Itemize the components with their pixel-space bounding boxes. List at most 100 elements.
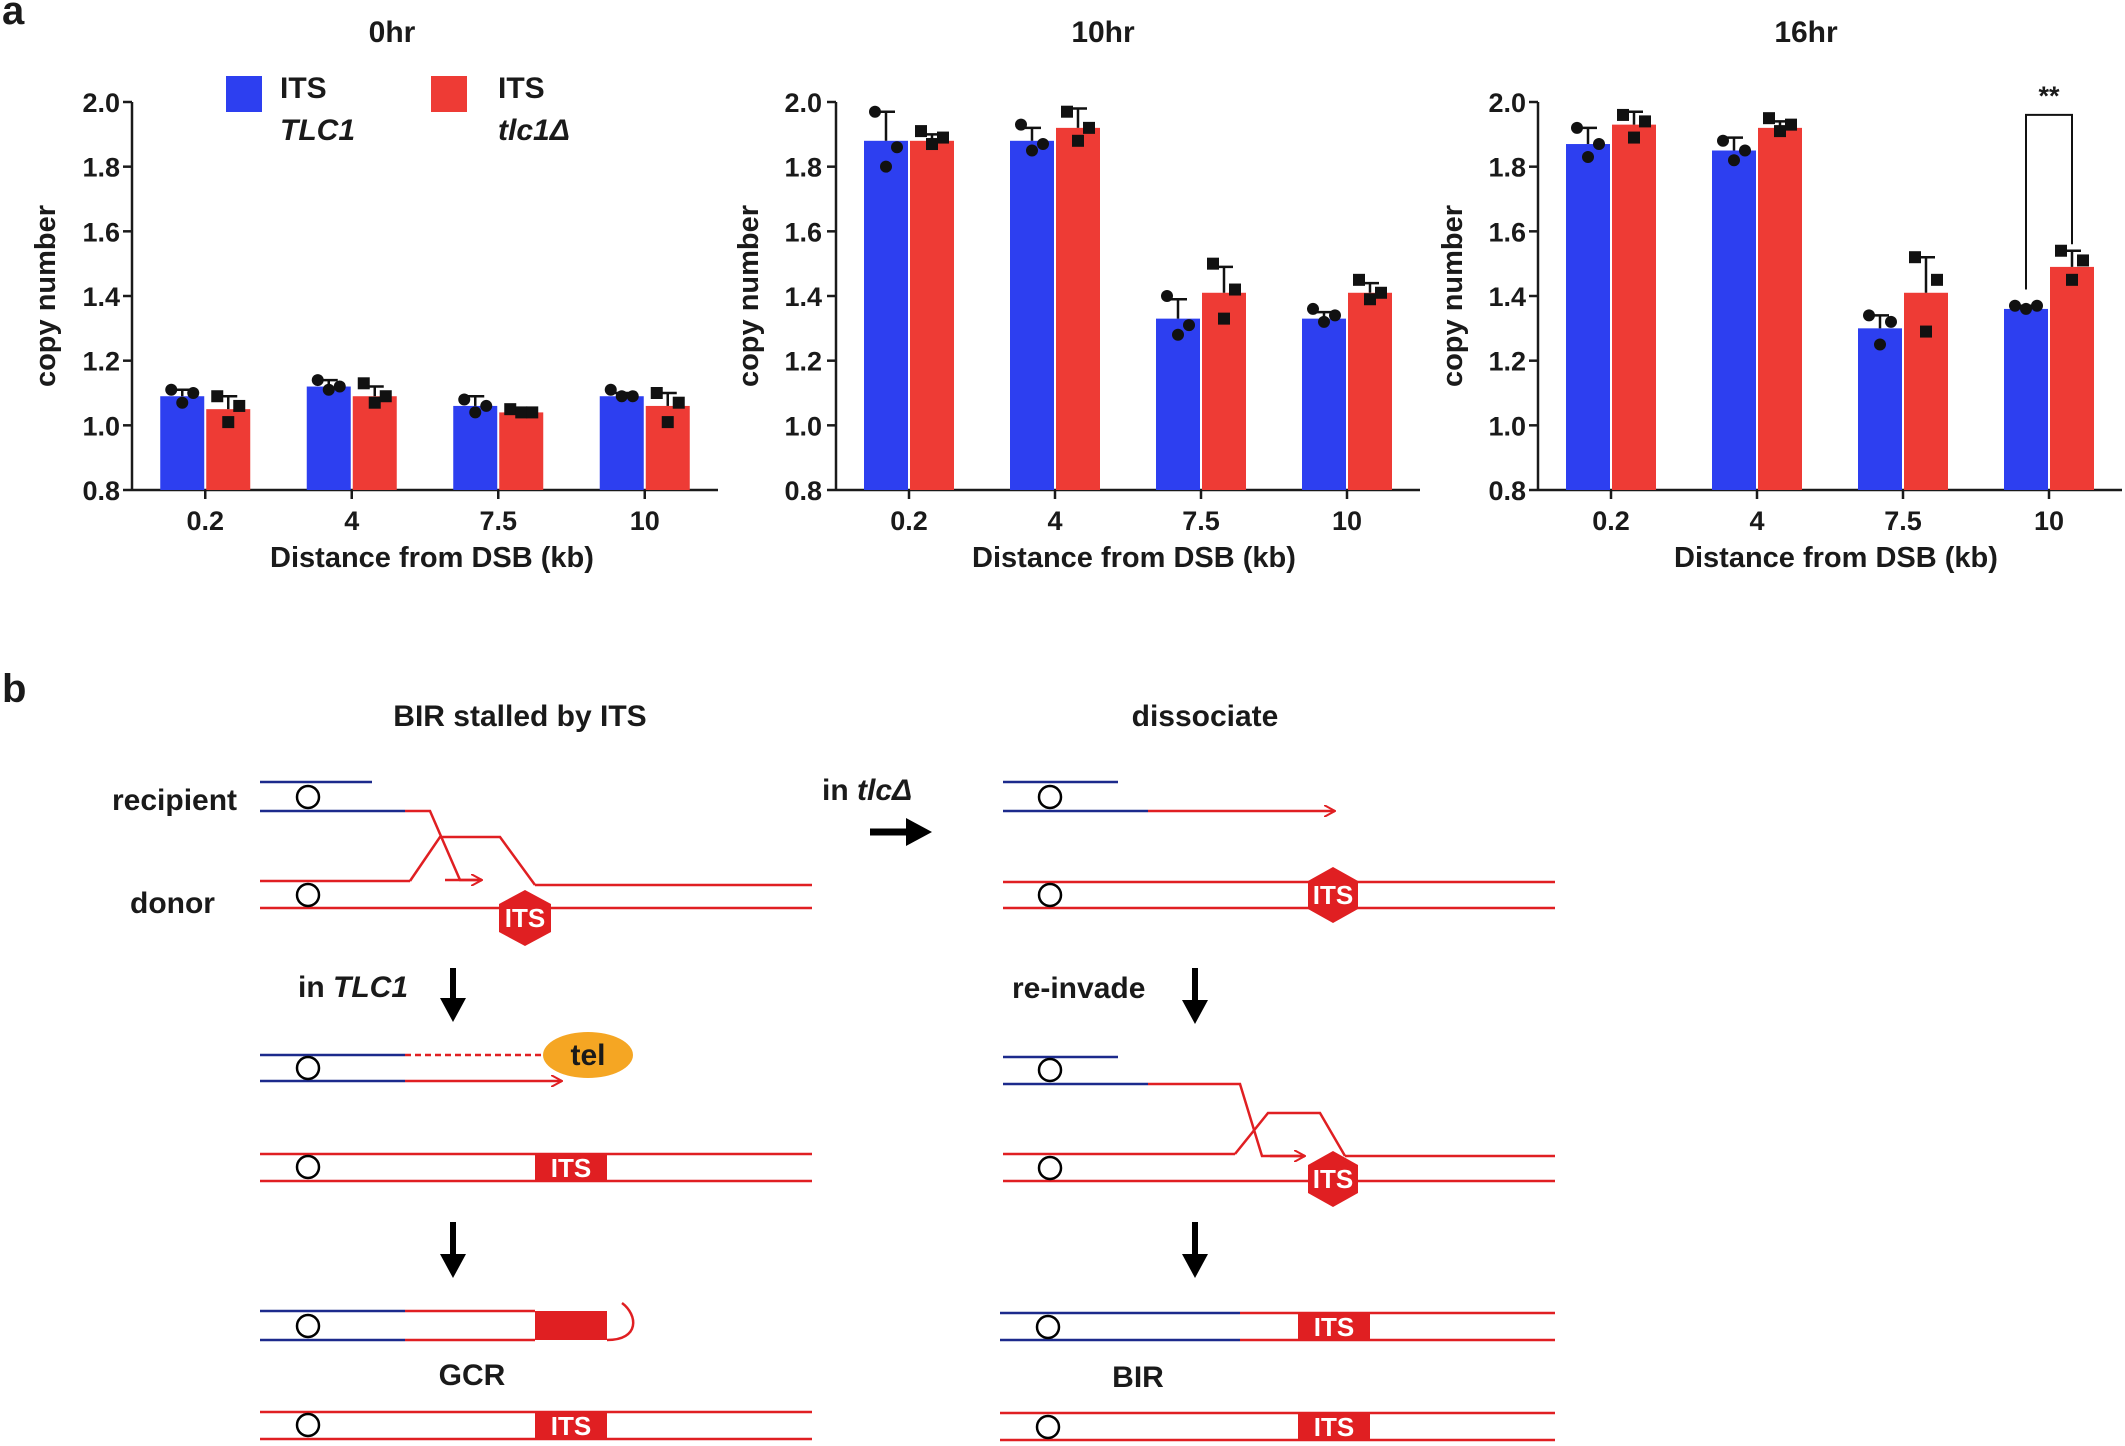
legend-swatch-wt [226, 76, 262, 112]
data-point [2055, 244, 2067, 257]
its-hexagon [499, 890, 551, 946]
telomere-cap [606, 1302, 635, 1342]
data-point [1375, 286, 1387, 299]
data-point [1183, 319, 1195, 332]
y-tick-label: 1.8 [1488, 153, 1526, 183]
x-ticks: 0.2 4 7.5 10 [186, 506, 659, 536]
bar-tlc1 [160, 396, 205, 490]
data-point [1582, 150, 1594, 163]
x-tick-label: 0.2 [1592, 506, 1630, 536]
bar-tlc1 [453, 405, 498, 490]
data-point [2077, 254, 2089, 267]
recipient-label: recipient [112, 784, 237, 817]
data-point [1728, 154, 1740, 167]
bar-tlc1d [499, 412, 544, 490]
its-hexagon [1308, 1151, 1358, 1207]
y-tick-label: 1.0 [82, 411, 120, 441]
down-arrow-icon [1182, 1222, 1208, 1278]
down-arrow-icon [1182, 968, 1208, 1024]
data-point [661, 416, 674, 429]
y-tick-label: 1.4 [784, 282, 822, 312]
bar-tlc1 [599, 396, 644, 490]
bar-tlc1d [1612, 124, 1656, 490]
data-point [604, 383, 617, 396]
data-point [165, 383, 178, 396]
centromere-circle [295, 1313, 321, 1339]
data-point [1571, 121, 1583, 134]
x-tick-label: 0.2 [186, 506, 224, 536]
centromere-circle [1035, 1414, 1061, 1440]
x-tick-label: 4 [344, 506, 359, 536]
data-point [469, 406, 482, 419]
chart-0hr: 0hr copy number Distance from DSB (kb) 0… [30, 16, 718, 574]
bir-label: BIR [1112, 1361, 1164, 1394]
data-point [2020, 302, 2032, 315]
data-point [1617, 108, 1629, 121]
x-axis-label: Distance from DSB (kb) [972, 542, 1296, 574]
its-block [1298, 1413, 1370, 1440]
y-tick-label: 2.0 [1488, 88, 1526, 118]
data-point [1353, 273, 1365, 286]
its-block [535, 1154, 607, 1181]
its-label: ITS [1314, 1412, 1354, 1442]
y-tick-label: 1.8 [82, 153, 120, 183]
centromere-circle [1037, 1057, 1063, 1083]
telomerase-oval [543, 1032, 633, 1078]
y-tick-label: 1.0 [784, 411, 822, 441]
bar-tlc1d [1758, 127, 1802, 490]
data-point [357, 377, 370, 390]
y-tick-label: 0.8 [1488, 476, 1526, 506]
y-tick-label: 1.6 [1488, 217, 1526, 247]
data-point [1229, 283, 1241, 296]
data-point [869, 105, 881, 118]
data-point [1931, 273, 1943, 286]
data-point [672, 396, 685, 409]
data-point [1920, 325, 1932, 338]
data-point [526, 406, 539, 419]
data-point [1364, 293, 1376, 306]
its-label: ITS [551, 1153, 591, 1183]
bar-tlc1d [2050, 266, 2094, 490]
its-block [535, 1412, 607, 1439]
data-point [1863, 309, 1875, 322]
data-point [1161, 290, 1173, 302]
x-tick-label: 7.5 [479, 506, 517, 536]
data-point [2031, 299, 2043, 312]
x-tick-label: 4 [1749, 506, 1764, 536]
data-point [626, 390, 639, 403]
x-tick-label: 0.2 [890, 506, 928, 536]
y-tick-label: 1.2 [1488, 347, 1526, 377]
bar-tlc1d [1056, 127, 1100, 490]
data-point [1207, 257, 1219, 270]
centromere-circle [295, 1055, 321, 1081]
chart-16hr: 16hr copy number Distance from DSB (kb) … [1437, 16, 2122, 574]
bar-tlc1 [2004, 308, 2048, 490]
data-point [915, 125, 927, 138]
bar-tlc1 [1566, 144, 1610, 491]
data-point [1785, 118, 1797, 131]
x-axis-label: Distance from DSB (kb) [270, 542, 594, 574]
y-ticks: 0.8 1.0 1.2 1.4 1.6 1.8 2.0 [784, 88, 822, 506]
bar-tlc1d [352, 396, 397, 490]
down-arrow-icon [440, 1222, 466, 1278]
d-loop [408, 835, 537, 886]
data-point [311, 374, 324, 387]
x-tick-label: 7.5 [1182, 506, 1220, 536]
telomere-addition-molecule: tel ITS [260, 1032, 812, 1183]
right-arrow-icon [870, 818, 932, 846]
data-point [1909, 251, 1921, 264]
legend-wt-line1: ITS [280, 72, 327, 105]
data-point [1774, 125, 1786, 138]
data-point [1329, 309, 1341, 322]
bar-tlc1 [1302, 318, 1346, 490]
invading-strand [1148, 1082, 1305, 1158]
data-point [926, 138, 938, 151]
data-point [1318, 315, 1330, 328]
chart-marks [1529, 100, 2094, 499]
legend-swatch-mut [431, 76, 467, 112]
data-point [176, 396, 189, 409]
panel-a-label: a [2, 0, 25, 33]
legend-wt-line2: TLC1 [280, 114, 355, 147]
data-point [379, 390, 392, 403]
y-axis-label: copy number [733, 205, 765, 387]
